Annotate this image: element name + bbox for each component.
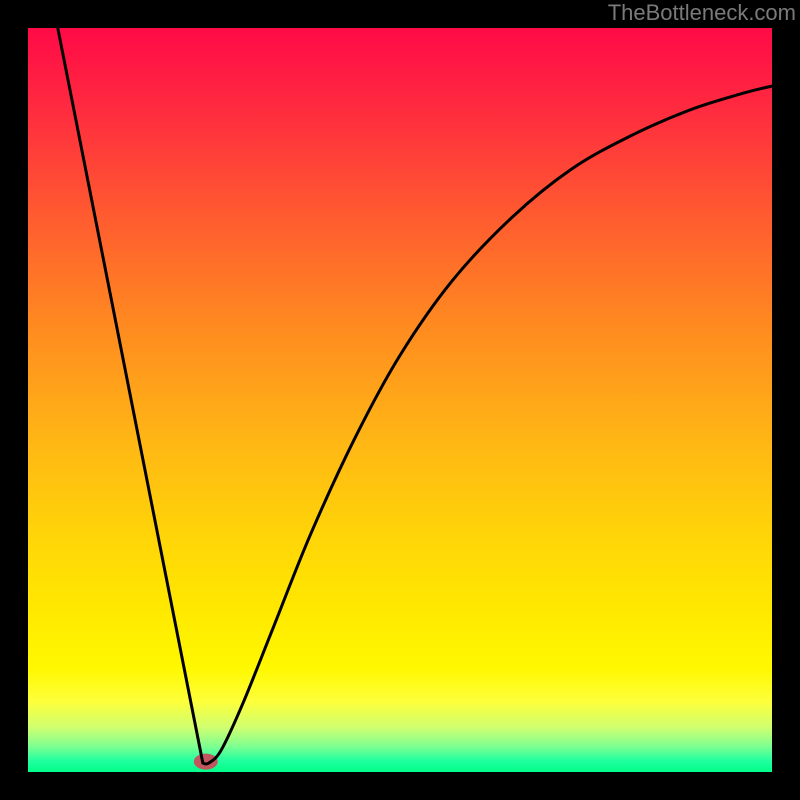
minimum-marker [194, 754, 218, 770]
chart-background [28, 28, 772, 772]
bottleneck-chart [0, 0, 800, 800]
chart-container: TheBottleneck.com [0, 0, 800, 800]
watermark-text: TheBottleneck.com [608, 0, 796, 26]
